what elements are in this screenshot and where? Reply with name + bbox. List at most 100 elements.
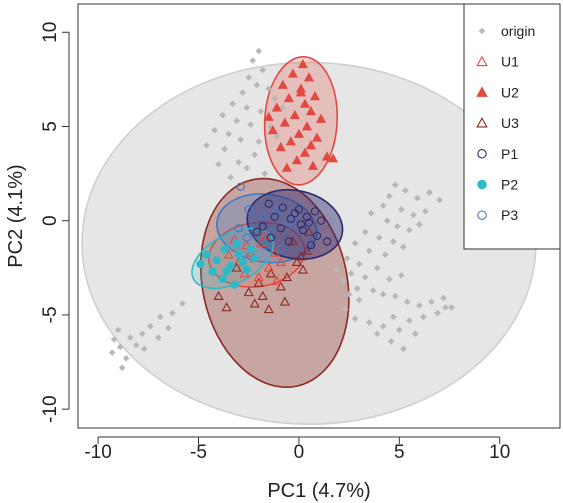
point-origin bbox=[448, 304, 455, 311]
point-p1 bbox=[298, 225, 308, 235]
point-origin bbox=[375, 234, 383, 241]
point-origin bbox=[257, 108, 265, 115]
point-u3 bbox=[291, 256, 302, 267]
point-p2 bbox=[202, 250, 211, 259]
legend-label-u2: U2 bbox=[501, 84, 519, 100]
y-axis-title: PC2 (4.1%) bbox=[5, 164, 27, 267]
point-origin bbox=[361, 273, 369, 281]
point-p2 bbox=[212, 256, 221, 265]
point-origin bbox=[108, 349, 116, 356]
x-axis-title: PC1 (4.7%) bbox=[267, 480, 370, 502]
point-origin bbox=[273, 132, 281, 140]
point-origin bbox=[373, 330, 381, 338]
point-u1 bbox=[255, 238, 266, 248]
legend-label-p2: P2 bbox=[501, 177, 518, 193]
point-p2 bbox=[242, 265, 251, 274]
point-p1 bbox=[296, 220, 306, 229]
point-p3 bbox=[272, 207, 281, 216]
point-origin bbox=[416, 221, 423, 228]
point-origin bbox=[392, 292, 399, 300]
point-p1 bbox=[270, 212, 279, 222]
point-origin bbox=[351, 315, 359, 323]
point-p2 bbox=[246, 244, 255, 254]
point-origin bbox=[114, 326, 122, 334]
point-origin bbox=[233, 117, 240, 125]
point-origin bbox=[365, 247, 373, 255]
point-p2 bbox=[208, 267, 217, 276]
legend-label-origin: origin bbox=[501, 23, 535, 39]
point-origin bbox=[235, 158, 242, 166]
point-origin bbox=[147, 322, 154, 330]
point-u2 bbox=[293, 128, 304, 138]
y-tick-label: 5 bbox=[40, 121, 61, 132]
point-origin bbox=[390, 313, 397, 321]
y-tick-label: 0 bbox=[40, 215, 61, 226]
point-u2 bbox=[327, 153, 339, 163]
x-tick-label: 5 bbox=[394, 442, 405, 463]
point-u2 bbox=[299, 147, 311, 157]
point-u1 bbox=[259, 230, 270, 240]
point-origin bbox=[396, 326, 403, 334]
point-p2 bbox=[220, 244, 229, 254]
legend-label-u1: U1 bbox=[501, 54, 519, 70]
point-u3 bbox=[279, 296, 290, 306]
point-origin bbox=[259, 66, 267, 74]
point-origin bbox=[221, 145, 228, 153]
point-origin bbox=[347, 270, 355, 277]
point-u2 bbox=[307, 160, 319, 170]
point-p1 bbox=[284, 237, 294, 246]
point-origin bbox=[229, 100, 236, 108]
point-p1 bbox=[316, 216, 326, 225]
point-u3 bbox=[213, 290, 224, 300]
point-origin bbox=[132, 341, 140, 349]
point-origin bbox=[251, 151, 259, 159]
point-origin bbox=[388, 338, 395, 345]
point-origin bbox=[279, 104, 287, 111]
data-points bbox=[108, 47, 455, 371]
point-origin bbox=[271, 94, 279, 102]
point-origin bbox=[402, 187, 409, 194]
legend-label-p1: P1 bbox=[501, 146, 518, 162]
point-origin bbox=[333, 266, 341, 274]
point-u3 bbox=[257, 290, 268, 300]
point-origin bbox=[361, 228, 369, 236]
point-origin bbox=[442, 304, 449, 311]
point-origin bbox=[345, 290, 353, 298]
point-origin bbox=[422, 207, 429, 215]
point-u2 bbox=[283, 92, 294, 103]
legend-label-u3: U3 bbox=[501, 115, 519, 131]
point-origin bbox=[385, 275, 393, 283]
point-origin bbox=[436, 196, 443, 204]
point-u2 bbox=[277, 79, 288, 89]
point-p2 bbox=[196, 259, 205, 269]
point-u3 bbox=[253, 277, 264, 287]
point-p3 bbox=[258, 210, 267, 220]
point-u2 bbox=[263, 111, 274, 121]
point-p3 bbox=[236, 182, 245, 191]
point-u2 bbox=[289, 109, 300, 120]
legend-marker-u3 bbox=[476, 117, 488, 128]
point-u2 bbox=[291, 155, 302, 165]
point-u2 bbox=[297, 59, 309, 69]
point-origin bbox=[341, 305, 349, 313]
point-p3 bbox=[260, 241, 269, 250]
point-origin bbox=[243, 164, 250, 172]
y-tick-label: 10 bbox=[40, 22, 61, 43]
point-u3 bbox=[287, 236, 298, 246]
point-origin bbox=[157, 313, 164, 321]
y-tick-label: -5 bbox=[40, 306, 61, 323]
legend-marker-p3 bbox=[477, 210, 487, 220]
point-u3 bbox=[275, 281, 286, 291]
point-origin bbox=[365, 319, 373, 326]
point-p2 bbox=[234, 250, 243, 259]
point-origin bbox=[404, 298, 411, 306]
point-origin bbox=[267, 123, 275, 130]
point-origin bbox=[219, 111, 226, 119]
point-origin bbox=[355, 296, 363, 304]
point-u2 bbox=[311, 132, 323, 142]
point-p2 bbox=[218, 274, 227, 284]
point-origin bbox=[237, 136, 244, 143]
point-p3 bbox=[282, 222, 292, 231]
point-u3 bbox=[221, 302, 232, 312]
point-origin bbox=[392, 181, 399, 189]
